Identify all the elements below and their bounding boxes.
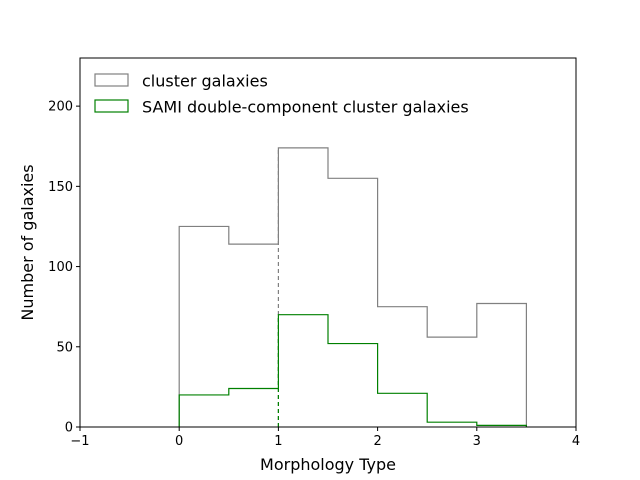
x-tick-label: 3 (473, 434, 481, 449)
x-axis: −1 0 1 2 3 4 (70, 427, 580, 449)
y-tick: 50 (56, 340, 80, 355)
x-tick: 0 (175, 427, 183, 449)
legend-swatch (94, 73, 129, 87)
y-tick: 0 (65, 421, 80, 436)
histogram-bin (229, 388, 279, 427)
y-tick-label: 100 (48, 260, 73, 275)
x-tick-label: −1 (70, 434, 89, 449)
x-tick-label: 4 (572, 434, 580, 449)
x-tick-label: 1 (274, 434, 282, 449)
y-tick-label: 200 (48, 100, 73, 115)
histogram-bin (378, 393, 428, 427)
histogram-bin (278, 315, 328, 427)
axes-frame (79, 57, 577, 428)
y-tick: 200 (48, 100, 80, 115)
histogram-bin (427, 337, 477, 427)
histogram-bin (427, 422, 477, 427)
y-tick-label: 0 (65, 421, 73, 436)
y-axis-label: Number of galaxies (18, 164, 37, 320)
legend-entry: SAMI double-component cluster galaxies (94, 98, 469, 117)
x-axis-label: Morphology Type (260, 455, 396, 474)
series-step-line (178, 314, 527, 427)
x-tick: 3 (473, 427, 481, 449)
series-1 (178, 147, 527, 427)
series-step-line (178, 147, 527, 427)
x-tick-label: 0 (175, 434, 183, 449)
x-tick: 2 (373, 427, 382, 449)
legend-label: cluster galaxies (142, 72, 268, 91)
legend-swatch (94, 99, 129, 113)
series-2 (178, 314, 527, 427)
y-tick: 150 (48, 180, 80, 195)
y-tick-label: 50 (56, 340, 73, 355)
y-axis: 0 50 100 150 200 (48, 100, 80, 436)
plot-area (178, 147, 527, 427)
y-tick: 100 (48, 260, 80, 275)
histogram-bin (477, 303, 527, 427)
x-tick: 1 (274, 427, 283, 449)
histogram-bin (179, 395, 229, 427)
legend-entry: cluster galaxies (94, 72, 268, 91)
legend: cluster galaxies SAMI double-component cl… (94, 72, 469, 117)
x-tick-label: 2 (373, 434, 381, 449)
y-tick-label: 150 (48, 180, 73, 195)
x-tick: −1 (70, 427, 90, 449)
x-tick: 4 (572, 427, 580, 449)
legend-label: SAMI double-component cluster galaxies (142, 98, 469, 117)
histogram-bin (328, 344, 378, 427)
